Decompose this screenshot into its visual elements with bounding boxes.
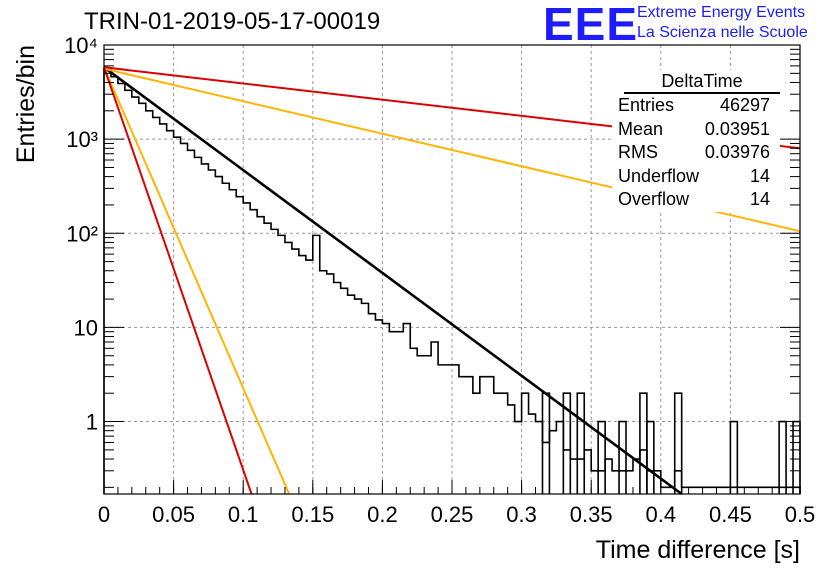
- eee-logo: EEE Extreme Energy Events La Scienza nel…: [543, 0, 833, 50]
- x-tick-label: 0.25: [431, 502, 474, 527]
- histogram: [103, 68, 801, 494]
- x-tick-label: 0.2: [367, 502, 398, 527]
- histogram-spike: [778, 420, 787, 494]
- stats-label: Overflow: [618, 189, 690, 209]
- x-tick-label: 0: [98, 502, 110, 527]
- histogram-spike: [639, 392, 648, 494]
- fit-line-4: [103, 66, 253, 495]
- stats-row-mean: Mean 0.03951: [612, 118, 780, 142]
- x-tick-label: 0.35: [570, 502, 613, 527]
- stats-value: 0.03951: [704, 118, 770, 139]
- stats-row-underflow: Underflow 14: [612, 165, 780, 189]
- stats-label: Underflow: [618, 165, 700, 186]
- histogram-spike: [673, 392, 683, 494]
- x-tick-label: 0.4: [646, 502, 677, 527]
- stats-label: Entries: [618, 95, 675, 115]
- axis-ticks: [103, 44, 801, 494]
- x-tick-label: 0.3: [506, 502, 537, 527]
- histogram-spike: [541, 392, 551, 494]
- x-tick-label: 0.1: [228, 502, 259, 527]
- histogram-spike: [646, 420, 655, 494]
- stats-label: Mean: [618, 118, 664, 139]
- y-tick-label: 10²: [66, 221, 98, 246]
- stats-row-entries: Entries 46297: [612, 94, 780, 118]
- stats-value: 46297: [719, 95, 770, 115]
- stats-value: 0.03976: [704, 142, 770, 162]
- y-axis-label: Entries/bin: [12, 45, 40, 163]
- stats-value: 14: [749, 189, 770, 209]
- stats-value: 14: [749, 165, 770, 186]
- logo-subtitle-2: La Scienza nelle Scuole: [637, 24, 808, 41]
- y-tick-label: 10³: [66, 127, 98, 152]
- histogram-spike: [562, 392, 572, 494]
- y-tick-label: 10⁴: [64, 33, 98, 58]
- stats-row-overflow: Overflow 14: [612, 188, 780, 212]
- grid: [104, 45, 800, 494]
- y-tick-label: 1: [86, 410, 98, 435]
- x-axis-label: Time difference [s]: [596, 536, 800, 564]
- histogram-spike: [618, 420, 627, 494]
- x-tick-label: 0.45: [709, 502, 752, 527]
- axis-tick-labels: 0 0.05 0.1 0.15 0.2 0.25 0.3 0.35 0.4 0.45 0.5 1 10 1…: [64, 33, 815, 527]
- stats-title: DeltaTime: [624, 70, 780, 94]
- stats-row-rms: RMS 0.03976: [612, 141, 780, 165]
- stats-box: DeltaTime Entries 46297 Mean 0.03951 RMS…: [612, 70, 780, 212]
- x-tick-label: 0.15: [291, 502, 334, 527]
- fit-line-0: [103, 66, 683, 496]
- y-tick-label: 10: [74, 315, 98, 340]
- logo-subtitle-1: Extreme Energy Events: [637, 4, 806, 21]
- histogram-spike: [792, 420, 801, 494]
- fit-line-3: [103, 66, 291, 495]
- stats-label: RMS: [618, 142, 658, 162]
- x-tick-label: 0.5: [785, 502, 816, 527]
- histogram-spike: [576, 392, 586, 494]
- logo-mark: EEE: [543, 0, 639, 50]
- x-tick-label: 0.05: [152, 502, 195, 527]
- chart-title: TRIN-01-2019-05-17-00019: [84, 8, 381, 35]
- histogram-spike: [597, 420, 606, 494]
- histogram-spike: [729, 420, 739, 494]
